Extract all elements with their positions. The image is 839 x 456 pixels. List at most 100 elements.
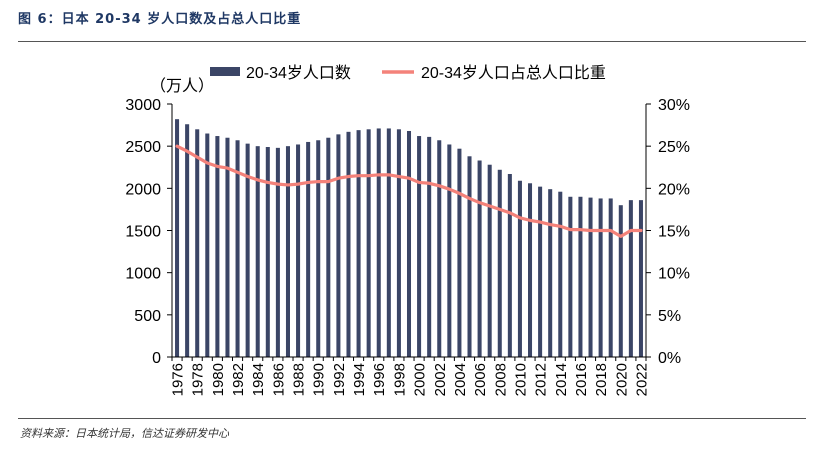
bar [195, 129, 200, 357]
legend-line-label: 20-34岁人口占总人口比重 [421, 64, 606, 82]
legend-bar-swatch [210, 67, 240, 76]
x-tick-label: 2016 [573, 363, 590, 396]
x-tick-label: 2000 [412, 363, 429, 396]
x-tick-label: 1982 [230, 363, 247, 396]
bar [185, 124, 190, 358]
source-divider [18, 418, 806, 419]
left-tick-label: 2500 [125, 139, 161, 156]
bar [538, 186, 543, 357]
right-tick-label: 5% [658, 308, 681, 325]
bar [285, 146, 290, 357]
bar [326, 137, 331, 357]
bar [467, 156, 472, 357]
bar [245, 143, 250, 357]
bar [447, 144, 452, 357]
x-tick-label: 2020 [613, 363, 630, 396]
bar [517, 180, 522, 357]
bar [618, 205, 623, 357]
bar [628, 200, 633, 357]
bar [487, 164, 492, 357]
bar [497, 169, 502, 357]
x-tick-label: 1992 [331, 363, 348, 396]
x-tick-label: 2014 [553, 363, 570, 396]
bar [578, 196, 583, 357]
x-tick-label: 1988 [291, 363, 308, 396]
bar [306, 141, 311, 357]
bar [255, 146, 260, 357]
x-tick-label: 1986 [270, 363, 287, 396]
bar [275, 147, 280, 357]
bar [598, 198, 603, 357]
right-tick-label: 0% [658, 350, 681, 367]
x-tick-label: 2004 [452, 363, 469, 396]
x-tick-label: 2012 [533, 363, 550, 396]
bar [638, 200, 643, 357]
bar [608, 198, 613, 357]
bar [316, 140, 321, 357]
x-tick-label: 2018 [593, 363, 610, 396]
bar [548, 189, 553, 357]
bar [336, 134, 341, 357]
title-divider [18, 41, 806, 42]
bar [265, 147, 270, 357]
x-tick-label: 1984 [250, 363, 267, 396]
left-tick-label: 3000 [125, 97, 161, 114]
left-tick-label: 1500 [125, 224, 161, 241]
right-tick-label: 30% [658, 97, 690, 114]
bar [175, 119, 180, 358]
right-tick-label: 20% [658, 181, 690, 198]
bar [396, 129, 401, 357]
right-tick-label: 25% [658, 139, 690, 156]
bar [588, 197, 593, 357]
x-tick-label: 2022 [633, 363, 650, 396]
bar [568, 196, 573, 357]
x-tick-label: 1976 [170, 363, 187, 396]
x-tick-label: 1978 [190, 363, 207, 396]
bar [356, 130, 361, 357]
x-tick-label: 1994 [351, 363, 368, 396]
bar [558, 191, 563, 357]
x-tick-label: 1990 [311, 363, 328, 396]
bar [477, 160, 482, 357]
bar [235, 140, 240, 357]
bar-series [175, 119, 643, 358]
line-series-path [175, 144, 643, 238]
bar [406, 130, 412, 357]
bar [437, 140, 442, 357]
bar [296, 144, 301, 357]
line-series [175, 144, 643, 238]
legend-bar-label: 20-34岁人口数 [246, 64, 351, 82]
bar [225, 137, 230, 357]
right-tick-label: 15% [658, 224, 690, 241]
bar [528, 183, 533, 357]
left-tick-label: 500 [134, 308, 161, 325]
x-tick-label: 2002 [432, 363, 449, 396]
bar [507, 173, 512, 357]
x-tick-label: 2010 [512, 363, 529, 396]
left-tick-label: 1000 [125, 266, 161, 283]
x-axis: 1976 1978 1980 1982 1984 1986 1988 1990 1992 1994… [170, 356, 650, 396]
bar [215, 136, 220, 357]
right-tick-label: 10% [658, 266, 690, 283]
figure-title: 图 6：日本 20-34 岁人口数及占总人口比重 [18, 12, 302, 27]
bar [346, 131, 351, 357]
bar [205, 133, 210, 357]
left-axis: 0 500 1000 1500 2000 2500 3000 [125, 97, 173, 367]
legend: 20-34岁人口数 20-34岁人口占总人口比重 [210, 64, 606, 82]
bar [376, 128, 381, 357]
source-note: 资料来源：日本统计局，信达证券研发中心 [20, 427, 229, 440]
left-axis-unit-label: （万人） [150, 77, 214, 95]
x-tick-label: 1980 [210, 363, 227, 396]
bar [386, 128, 391, 357]
right-axis: 0% 5% 10% 15% 20% 25% 30% [645, 97, 690, 367]
bar [417, 136, 422, 357]
left-tick-label: 0 [152, 350, 161, 367]
x-tick-label: 1998 [391, 363, 408, 396]
x-tick-label: 2008 [492, 363, 509, 396]
bar [457, 148, 462, 357]
left-tick-label: 2000 [125, 181, 161, 198]
x-tick-label: 2006 [472, 363, 489, 396]
bar [427, 136, 432, 357]
bar [366, 129, 371, 357]
